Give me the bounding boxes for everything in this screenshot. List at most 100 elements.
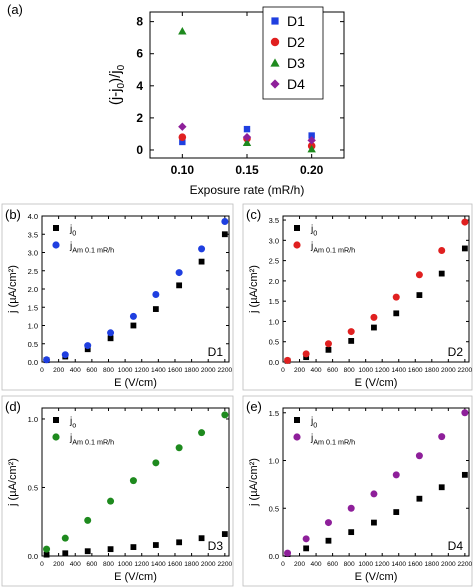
x-tick-label: 600 (86, 367, 97, 374)
data-point (348, 338, 355, 344)
x-axis-label: E (V/cm) (114, 377, 157, 389)
series-j0 (284, 245, 468, 364)
y-tick-label: 4 (136, 79, 143, 93)
data-point (130, 322, 137, 329)
data-point (198, 535, 205, 542)
data-point (62, 550, 69, 557)
device-tag: D4 (448, 539, 464, 553)
data-point (324, 340, 332, 348)
legend-label: jAm 0.1 mR/h (69, 241, 114, 255)
panel-letter: (e) (246, 399, 262, 414)
series-D4 (178, 122, 316, 145)
data-point (416, 292, 423, 298)
y-tick-label: 0.5 (28, 340, 38, 349)
x-tick-label: 1200 (375, 561, 390, 568)
legend-label: D1 (287, 13, 305, 29)
x-tick-label: 400 (311, 561, 322, 568)
data-point (178, 27, 187, 35)
legend-marker (270, 79, 280, 89)
panel-letter: (d) (5, 399, 21, 414)
y-tick-label: 0.5 (269, 504, 279, 513)
x-tick-label: 400 (70, 561, 81, 568)
x-tick-label: 400 (70, 367, 81, 374)
panel-border (1, 395, 234, 587)
x-tick-label: 1400 (391, 561, 406, 568)
x-tick-label: 2200 (218, 367, 233, 374)
data-point (347, 328, 355, 336)
plot-frame (282, 215, 470, 363)
data-point (61, 534, 69, 542)
legend: jo jAm 0.1 mR/h (52, 416, 114, 447)
data-point (178, 133, 187, 141)
data-point (176, 539, 183, 546)
y-tick-label: 3.0 (28, 249, 38, 258)
legend-label: j0 (310, 416, 317, 430)
data-point (198, 429, 206, 437)
y-tick-label: 0.0 (28, 552, 38, 561)
x-tick-label: 200 (294, 367, 305, 374)
y-tick-label: 1.5 (28, 303, 38, 312)
x-tick-label: 1600 (408, 367, 423, 374)
legend-label: jo (69, 416, 76, 430)
legend-label: D4 (287, 76, 305, 92)
data-point (370, 313, 378, 321)
y-tick-label: 0.0 (28, 358, 38, 367)
data-point (221, 531, 228, 537)
y-tick-label: 3.0 (269, 236, 279, 245)
x-tick-label: 800 (344, 561, 355, 568)
y-tick-label: 3.5 (28, 230, 38, 239)
data-point (175, 444, 183, 452)
x-axis-label: E (V/cm) (355, 571, 398, 583)
x-tick-label: 800 (344, 367, 355, 374)
x-tick-label: 2200 (458, 561, 473, 568)
x-tick-label: 1000 (118, 367, 133, 374)
x-tick-label: 0 (281, 367, 285, 374)
x-tick-label: 200 (53, 561, 64, 568)
x-tick-label: 0 (40, 561, 44, 568)
legend: j0 jAm 0.1 mR/h (293, 416, 355, 447)
panel-d: 0 200 400 600 800 1000 1200 1400 1600 1800 2000 220… (1, 395, 234, 587)
x-tick-label: 800 (103, 561, 114, 568)
x-tick-label: 2000 (201, 561, 216, 568)
y-tick-label: 0.5 (28, 483, 38, 492)
y-tick-label: 4.0 (28, 212, 38, 221)
x-tick-label: 600 (327, 561, 338, 568)
data-point (175, 269, 183, 277)
x-tick-label: 600 (86, 561, 97, 568)
data-point (84, 548, 91, 555)
legend-marker (294, 417, 300, 423)
y-tick-label: 2.0 (269, 277, 279, 286)
y-tick-label: 8 (136, 15, 143, 29)
x-tick-label: 2000 (441, 561, 456, 568)
x-tick-label: 1800 (184, 561, 199, 568)
x-tick-label: 1200 (134, 561, 149, 568)
legend: D1 D2 D3 D4 (262, 6, 324, 100)
data-point (324, 519, 332, 527)
y-tick-label: 1.0 (269, 457, 279, 466)
data-point (438, 270, 445, 277)
data-point (107, 497, 115, 505)
data-point (415, 271, 423, 279)
x-tick-label: 200 (53, 367, 64, 374)
x-tick-label: 2200 (458, 367, 473, 374)
data-point (284, 549, 292, 557)
y-tick-label: 3.5 (269, 216, 279, 225)
y-axis-label: j (µA/cm²) (7, 458, 19, 507)
data-point (179, 138, 186, 146)
legend-label: D2 (287, 34, 305, 50)
series-jo (43, 531, 228, 558)
y-tick-label: 2.5 (269, 257, 279, 266)
legend-label: D3 (287, 55, 305, 71)
y-tick-label: 6 (136, 47, 143, 61)
data-point (438, 246, 446, 254)
data-point (107, 546, 114, 553)
data-point (461, 218, 469, 226)
y-tick-label: 1.5 (269, 297, 279, 306)
data-point (371, 324, 377, 331)
y-axis-label: j (µA/cm²) (248, 265, 260, 314)
data-point (129, 312, 137, 320)
panel-b: 0 200 400 600 800 1000 1200 1400 1600 1800 2000 220… (1, 203, 234, 391)
data-point (221, 411, 229, 419)
legend-marker (53, 417, 59, 423)
x-tick-label: 2000 (201, 367, 216, 374)
